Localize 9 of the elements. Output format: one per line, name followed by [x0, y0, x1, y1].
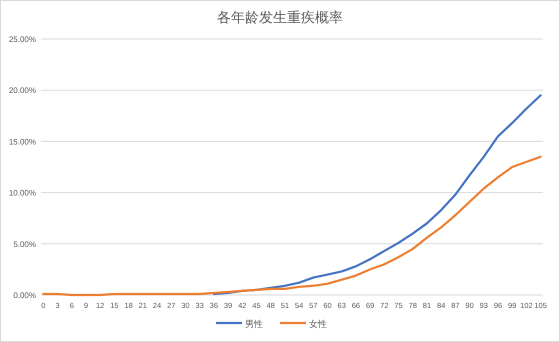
chart-title: 各年龄发生重疾概率: [217, 9, 343, 25]
legend-label: 男性: [245, 319, 263, 329]
y-tick-label: 5.00%: [13, 240, 36, 249]
y-tick-label: 15.00%: [8, 137, 36, 146]
y-tick-label: 0.00%: [13, 291, 36, 300]
y-tick-label: 25.00%: [8, 35, 36, 44]
y-tick-label: 20.00%: [8, 86, 36, 96]
legend-label: 女性: [309, 319, 327, 329]
y-tick-label: 10.00%: [8, 188, 36, 198]
